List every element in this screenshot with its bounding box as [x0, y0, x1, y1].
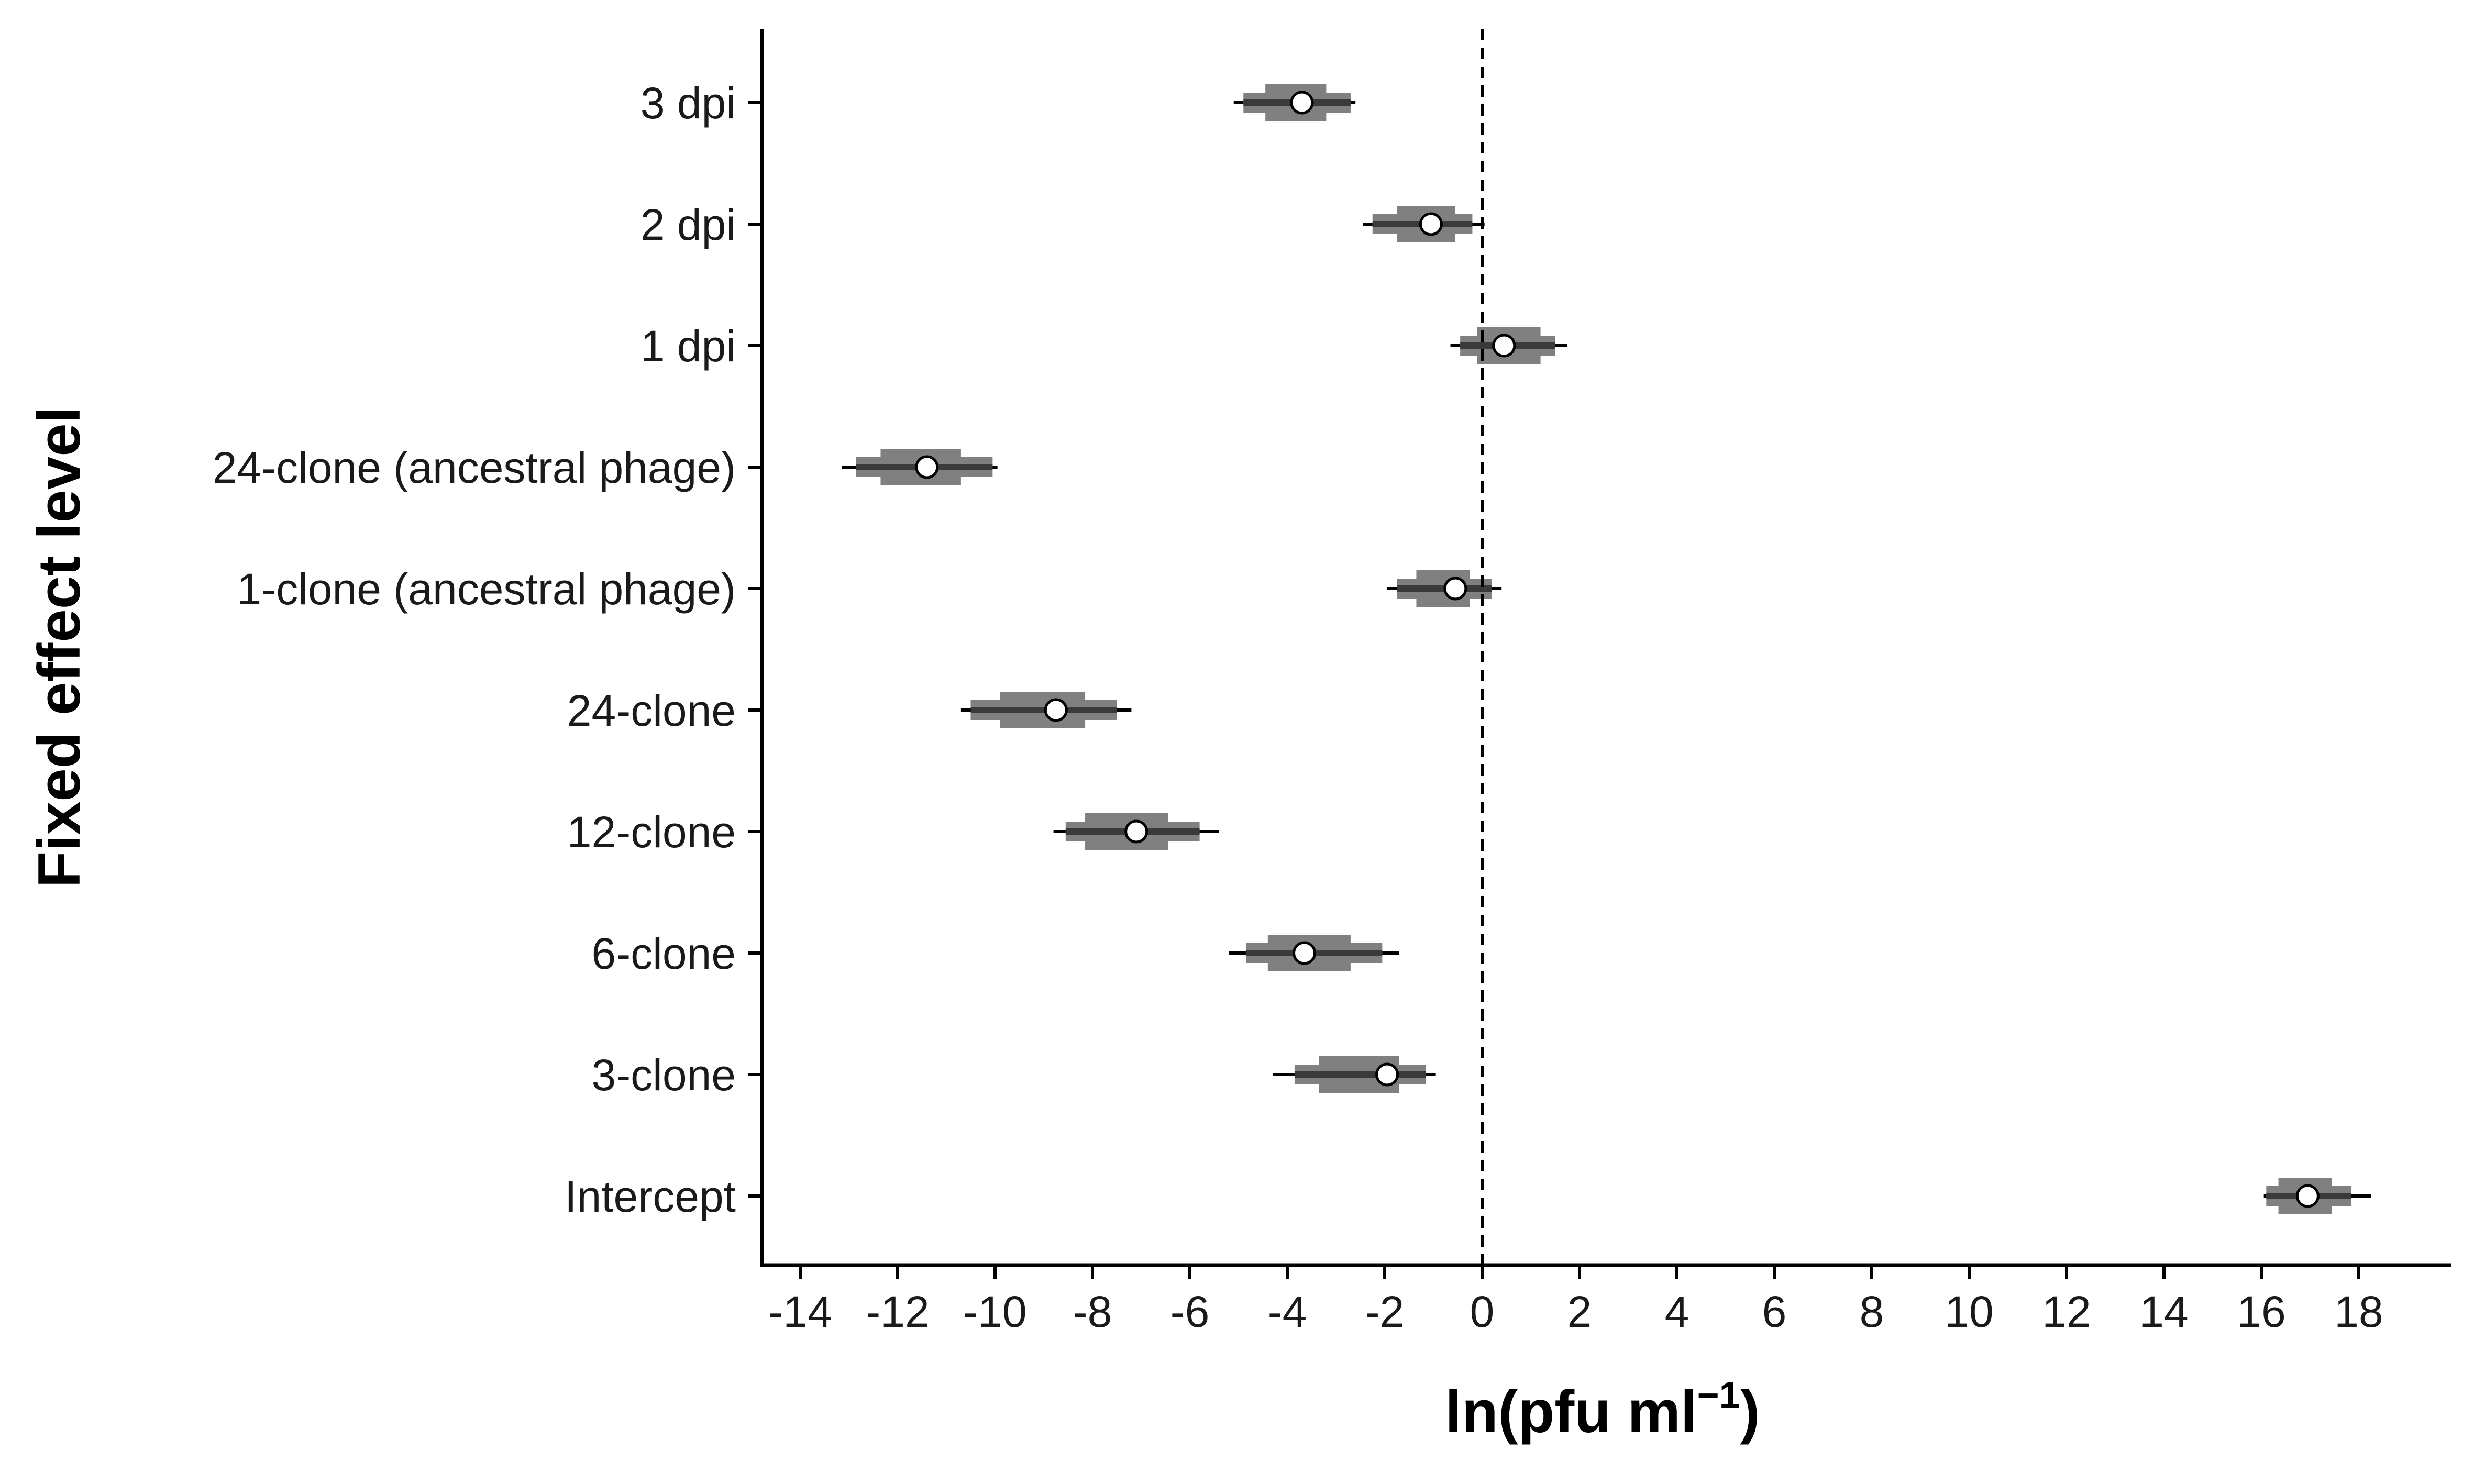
x-tick-label-8: 2	[1567, 1287, 1592, 1336]
y-tick-label-2-dpi: 2 dpi	[640, 200, 736, 249]
x-tick-label-4: -6	[1170, 1287, 1210, 1336]
x-tick-label-6: -2	[1365, 1287, 1405, 1336]
y-tick-label-12-clone: 12-clone	[567, 807, 736, 857]
estimate-point-intercept	[2295, 1184, 2320, 1208]
x-axis-title-main: ln(pfu ml	[1445, 1379, 1697, 1445]
x-tick-label-7: 0	[1470, 1287, 1495, 1336]
x-tick-label-1: -12	[866, 1287, 929, 1336]
estimate-point-3-dpi	[1290, 91, 1314, 115]
x-tick-label-11: 8	[1860, 1287, 1884, 1336]
x-axis-title-superscript: −1	[1697, 1375, 1740, 1416]
x-tick-label-12: 10	[1945, 1287, 1993, 1336]
y-tick-label-3-clone: 3-clone	[591, 1050, 736, 1100]
x-tick-label-10: 6	[1762, 1287, 1787, 1336]
estimate-point-24-clone	[1044, 698, 1068, 722]
axes-layer	[748, 29, 2451, 1279]
x-tick-label-5: -4	[1268, 1287, 1307, 1336]
x-axis-title-close: )	[1740, 1379, 1760, 1445]
x-tick-label-0: -14	[768, 1287, 832, 1336]
y-tick-label-24-clone: 24-clone	[567, 686, 736, 735]
y-tick-label-3-dpi: 3 dpi	[640, 79, 736, 128]
y-tick-label-6-clone: 6-clone	[591, 929, 736, 978]
x-tick-label-14: 14	[2139, 1287, 2188, 1336]
estimate-point-12-clone	[1124, 819, 1148, 844]
x-tick-label-16: 18	[2334, 1287, 2383, 1336]
y-tick-label-1-clone-ancestral-phage: 1-clone (ancestral phage)	[237, 564, 736, 614]
estimate-point-1-clone-ancestral-phage	[1443, 577, 1467, 601]
intervals-layer	[842, 84, 2371, 1214]
y-axis-title: Fixed effect level	[26, 407, 93, 888]
estimate-point-24-clone-ancestral-phage	[915, 455, 939, 479]
x-tick-label-15: 16	[2237, 1287, 2285, 1336]
estimate-point-3-clone	[1375, 1062, 1399, 1087]
x-axis-title: ln(pfu ml−1)	[1445, 1375, 1760, 1445]
x-tick-label-13: 12	[2042, 1287, 2091, 1336]
y-tick-label-1-dpi: 1 dpi	[640, 322, 736, 371]
estimate-point-2-dpi	[1419, 212, 1443, 236]
estimate-point-6-clone	[1293, 941, 1317, 965]
x-tick-label-9: 4	[1665, 1287, 1689, 1336]
estimates-layer	[915, 91, 2320, 1208]
y-tick-label-intercept: Intercept	[565, 1172, 736, 1221]
estimate-point-1-dpi	[1492, 334, 1516, 358]
tick-labels-layer: 3 dpi 2 dpi 1 dpi 24-clone (ancestral phage…	[213, 79, 2383, 1336]
y-tick-label-24-clone-ancestral-phage: 24-clone (ancestral phage)	[213, 443, 736, 492]
x-tick-label-2: -10	[963, 1287, 1026, 1336]
x-tick-label-3: -8	[1073, 1287, 1112, 1336]
